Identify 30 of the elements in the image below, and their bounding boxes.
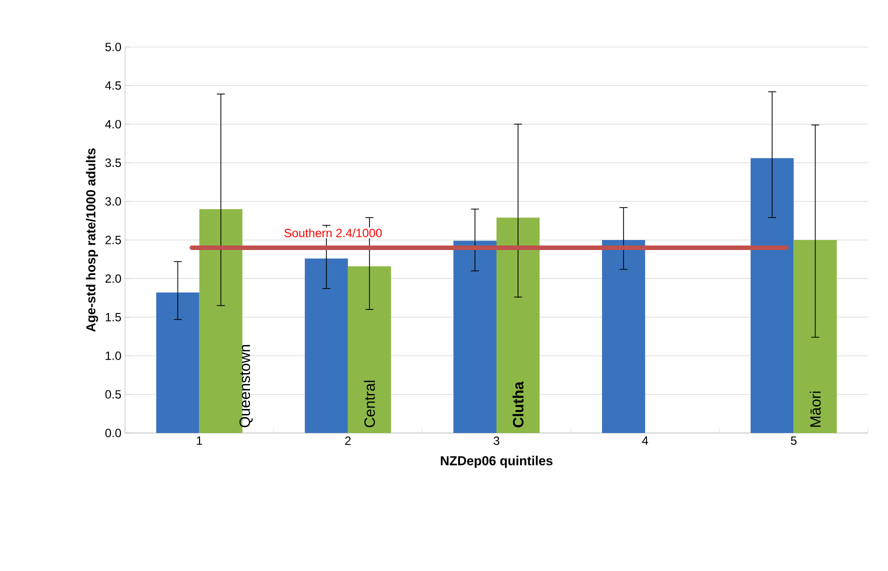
y-tick-label: 1.5 xyxy=(106,313,121,322)
y-tick-label: 0.5 xyxy=(105,390,121,399)
x-tick-label: 4 xyxy=(642,436,648,445)
y-tick-label: 5.0 xyxy=(105,42,122,52)
bar xyxy=(348,266,391,433)
annotation: Clutha xyxy=(512,381,524,428)
bar xyxy=(156,292,200,433)
y-tick-label: 4.0 xyxy=(105,120,122,128)
y-tick-label: 4.5 xyxy=(105,81,121,90)
x-tick-label: 3 xyxy=(494,436,500,445)
y-tick-label: 2.5 xyxy=(105,236,121,244)
annotation: Queenstown xyxy=(239,344,253,428)
bar xyxy=(750,158,794,433)
y-tick-label: 3.5 xyxy=(105,158,121,168)
bar xyxy=(602,240,646,433)
y-tick-label: 0.0 xyxy=(105,428,122,438)
x-axis-title: NZDep06 quintiles xyxy=(440,456,552,468)
y-axis-title: Age-std hosp rate/1000 adults xyxy=(86,148,98,332)
y-tick-label: 3.0 xyxy=(105,197,122,206)
x-tick-label: 5 xyxy=(790,436,797,445)
ref-line-label: Southern 2.4/1000 xyxy=(284,228,382,238)
bar xyxy=(304,258,348,433)
annotation: Central xyxy=(364,380,375,428)
bar xyxy=(453,240,497,433)
bar xyxy=(496,218,540,433)
annotation: Māori xyxy=(810,392,821,427)
x-tick-label: 1 xyxy=(196,436,202,445)
y-tick-label: 2.0 xyxy=(105,274,122,283)
x-tick-label: 2 xyxy=(345,436,351,445)
y-tick-label: 1.0 xyxy=(106,352,122,360)
